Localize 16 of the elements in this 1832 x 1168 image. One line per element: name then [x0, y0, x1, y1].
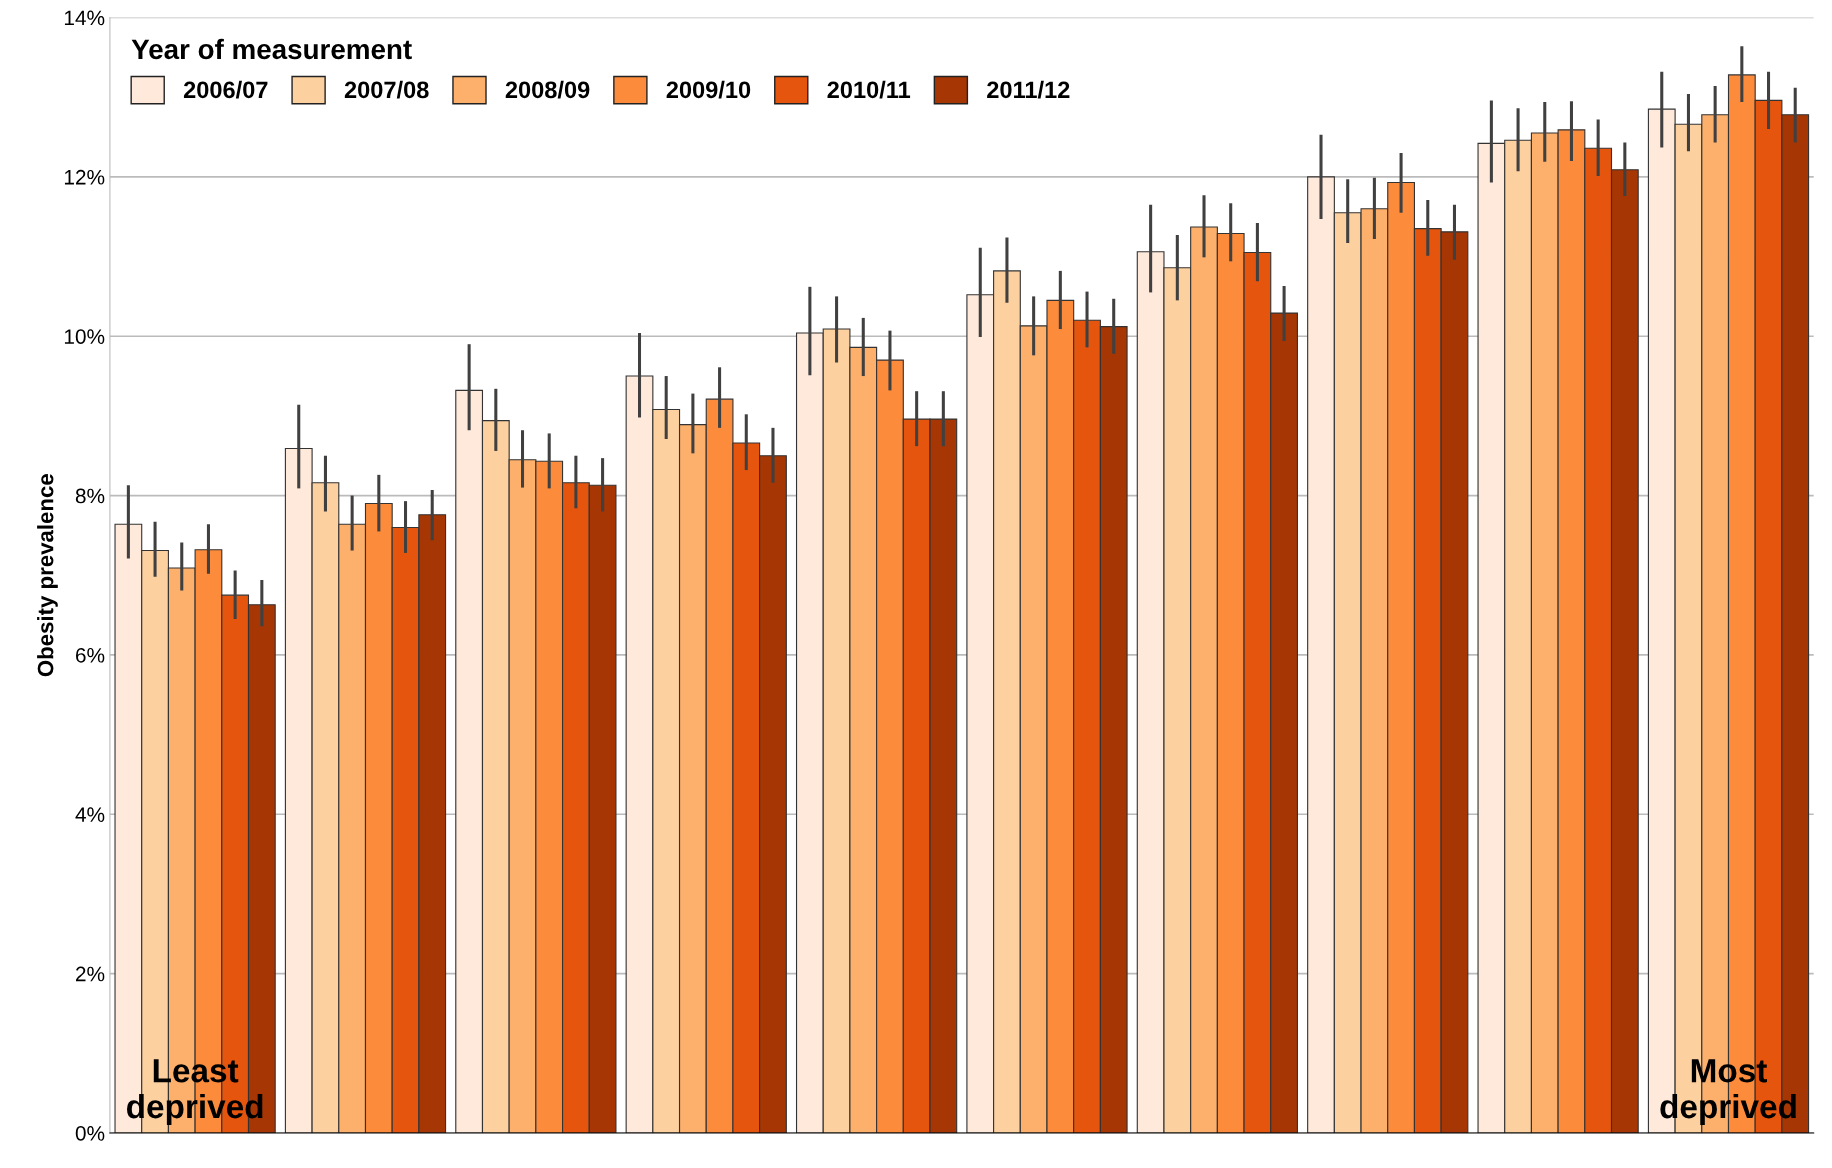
y-tick-label: 10% — [64, 329, 105, 344]
legend-label: 2007/08 — [344, 80, 429, 99]
legend-label: 2009/10 — [666, 80, 751, 99]
legend-label: 2010/11 — [827, 80, 911, 99]
y-tick-label: 6% — [76, 647, 105, 663]
y-tick-label: 0% — [75, 1125, 105, 1141]
legend-label: 2006/07 — [183, 80, 268, 99]
y-tick-label: 4% — [75, 807, 105, 822]
legend-title: Year of measurement — [131, 38, 412, 60]
y-axis-title: Obesity prevalence — [37, 474, 58, 677]
y-tick-label: 8% — [75, 488, 105, 504]
y-tick-label: 2% — [76, 966, 105, 982]
legend-label: 2011/12 — [987, 80, 1070, 99]
y-tick-label: 14% — [64, 10, 105, 26]
y-tick-label: 12% — [64, 169, 105, 185]
legend-label: 2008/09 — [505, 80, 590, 99]
